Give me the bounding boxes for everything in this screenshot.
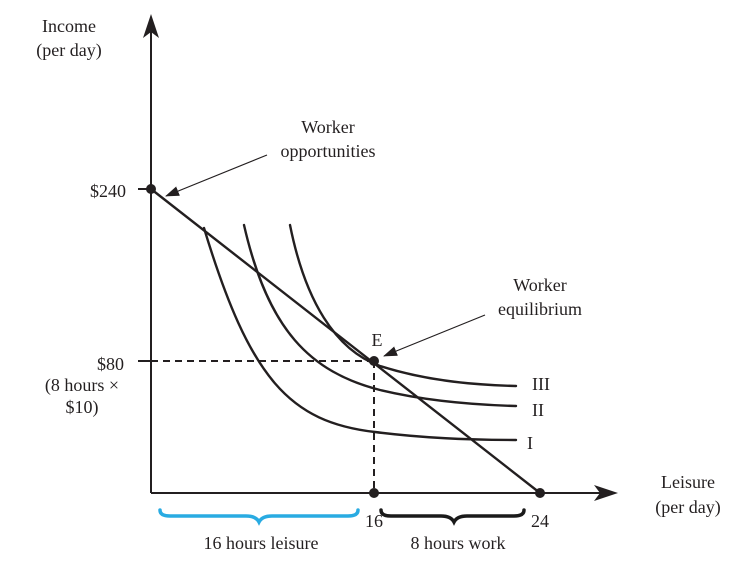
- curve-label-3: III: [532, 374, 550, 394]
- leisure-16-point: [369, 488, 379, 498]
- y-axis-title-line1: Income: [42, 16, 96, 36]
- tick-label-80: $80: [97, 354, 124, 374]
- income-intercept-point: [146, 184, 156, 194]
- tick-label-16: 16: [365, 511, 383, 531]
- y-axis-arrowhead: [143, 14, 159, 38]
- tick-label-24: 24: [531, 511, 549, 531]
- tick-note-80-line2: $10): [66, 397, 99, 418]
- leisure-brace: [158, 508, 360, 526]
- leisure-brace-label: 16 hours leisure: [204, 533, 319, 553]
- equilibrium-label-line1: Worker: [513, 275, 567, 295]
- equilibrium-label-line2: equilibrium: [498, 299, 582, 319]
- work-brace-label: 8 hours work: [411, 533, 506, 553]
- equilibrium-point: [369, 356, 379, 366]
- curve-label-1: I: [527, 433, 533, 453]
- x-axis-title-line1: Leisure: [661, 472, 715, 492]
- indifference-curve-3: [288, 223, 518, 388]
- point-e-label: E: [372, 330, 383, 350]
- x-axis-title-line2: (per day): [655, 497, 720, 518]
- budget-line: [150, 188, 541, 494]
- indifference-curve-2: [242, 223, 518, 408]
- curve-label-2: II: [532, 400, 544, 420]
- x-axis-arrowhead: [594, 485, 618, 501]
- y-axis-title-line2: (per day): [36, 40, 101, 61]
- tick-note-80-line1: (8 hours ×: [45, 375, 119, 396]
- equilibrium-pointer: [383, 314, 486, 357]
- indifference-curve-1: [202, 226, 518, 442]
- tick-label-240: $240: [90, 181, 126, 201]
- work-brace: [379, 508, 526, 526]
- opportunities-pointer: [165, 154, 268, 197]
- leisure-intercept-point: [535, 488, 545, 498]
- opportunities-label-line1: Worker: [301, 117, 355, 137]
- opportunities-label-line2: opportunities: [281, 141, 376, 161]
